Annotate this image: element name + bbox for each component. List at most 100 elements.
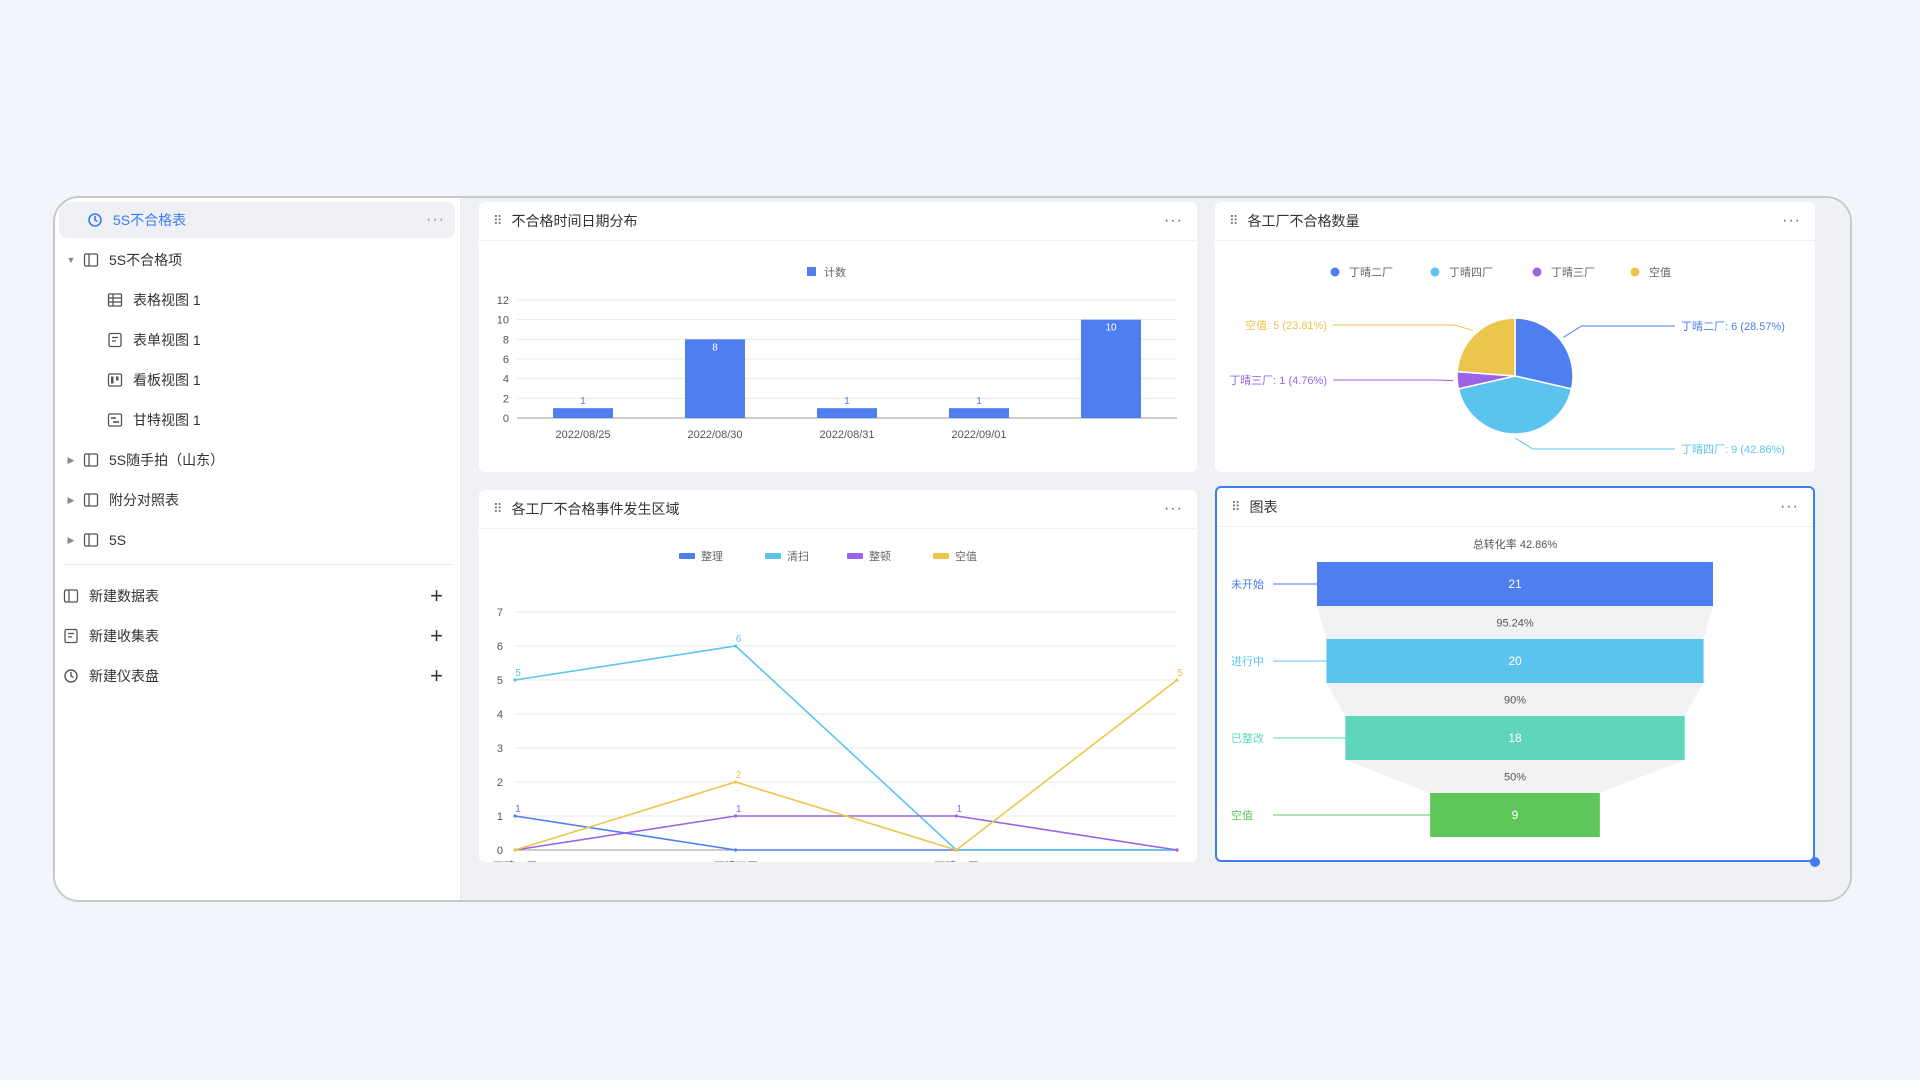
legend-label: 整理 (701, 549, 723, 563)
card-header: ⠿ 各工厂不合格数量 ··· (1215, 202, 1815, 241)
y-tick-label: 12 (497, 295, 509, 307)
sidebar-item-kanban-view[interactable]: 看板视图 1 (55, 362, 201, 398)
data-label: 1 (957, 804, 963, 815)
dashboard-icon (63, 668, 79, 684)
dashboard-canvas: ⠿ 不合格时间日期分布 ··· 计数 0 2 4 6 8 10 12 1 2022/08/25 8 2… (461, 198, 1850, 900)
data-label: 6 (736, 634, 742, 645)
pie-slice (1514, 317, 1574, 390)
more-icon[interactable]: ··· (1164, 500, 1183, 517)
data-label: 2 (736, 770, 742, 781)
series-point (734, 780, 738, 784)
grid-view-icon (107, 292, 123, 308)
form-icon (63, 628, 79, 644)
plus-icon[interactable]: + (430, 663, 443, 688)
sidebar-item-form-view[interactable]: 表单视图 1 (55, 322, 201, 358)
y-tick-label: 0 (503, 413, 509, 425)
data-label: 10 (1105, 323, 1117, 334)
legend-swatch (1430, 267, 1440, 277)
data-label: 5 (515, 668, 521, 679)
sidebar-item-label: 甘特视图 1 (133, 412, 201, 428)
new-table-label: 新建数据表 (89, 588, 159, 604)
bar-chart-card[interactable]: ⠿ 不合格时间日期分布 ··· 计数 0 2 4 6 8 10 12 1 2022/08/25 8 2… (479, 202, 1197, 472)
bar (949, 408, 1009, 418)
sidebar-item-table-4[interactable]: ▶ 5S (55, 522, 127, 558)
stage-label: 空值 (1231, 808, 1253, 822)
sidebar-item-label: 5S (109, 532, 127, 548)
new-dashboard-button[interactable]: 新建仪表盘 + (59, 658, 455, 694)
sidebar-item-label: 5S不合格表 (113, 212, 187, 228)
y-tick-label: 6 (497, 641, 503, 653)
funnel-connector (1317, 606, 1713, 639)
card-header: ⠿ 不合格时间日期分布 ··· (479, 202, 1197, 241)
series-line (514, 679, 1178, 851)
pie-chart-card[interactable]: ⠿ 各工厂不合格数量 ··· 丁晴二厂 丁晴四厂 丁晴三厂 空值 丁晴二厂: 6 (28… (1215, 202, 1815, 472)
legend-swatch (679, 553, 695, 559)
form-view-icon (107, 332, 123, 348)
legend-swatch (1532, 267, 1542, 277)
x-tick-label: 丁晴三厂 (934, 860, 978, 862)
bar (553, 408, 613, 418)
y-tick-label: 2 (503, 393, 509, 405)
chevron-right-icon[interactable]: ▶ (67, 534, 75, 545)
new-table-button[interactable]: 新建数据表 + (59, 578, 455, 614)
sidebar-item-table-3[interactable]: ▶ 附分对照表 (55, 482, 179, 518)
funnel-title: 总转化率 42.86% (1473, 537, 1558, 551)
y-tick-label: 2 (497, 777, 503, 789)
gantt-icon (107, 412, 123, 428)
card-title: 图表 (1249, 499, 1278, 515)
line-chart-card[interactable]: ⠿ 各工厂不合格事件发生区域 ··· 整理 清扫 整顿 空值 0 1 2 3 4 5 6 7 丁晴二厂 丁… (479, 490, 1197, 862)
sidebar-item-dashboard[interactable]: 5S不合格表 ··· (59, 202, 455, 238)
funnel-value: 9 (1512, 808, 1519, 822)
leader-line (1563, 325, 1675, 338)
series-point (734, 814, 738, 818)
conversion-label: 95.24% (1496, 618, 1534, 630)
x-tick-label: 2022/09/01 (951, 429, 1006, 441)
card-title: 各工厂不合格数量 (1247, 213, 1360, 229)
sidebar-item-table[interactable]: ▼ 5S不合格项 (55, 242, 183, 278)
funnel-bar (1430, 793, 1600, 837)
chevron-right-icon[interactable]: ▶ (67, 494, 75, 505)
slice-label: 空值: 5 (23.81%) (1245, 318, 1327, 332)
series-point (1175, 848, 1179, 852)
more-icon[interactable]: ··· (426, 211, 445, 228)
funnel-chart-card[interactable]: ⠿ 图表 ··· 总转化率 42.86% 95.24% 90% 50% 21 未开始 20 进… (1215, 486, 1815, 862)
series-line (514, 645, 1177, 851)
card-header: ⠿ 图表 ··· (1217, 488, 1813, 527)
slice-label: 丁晴二厂: 6 (28.57%) (1681, 320, 1785, 333)
bar (685, 339, 745, 418)
more-icon[interactable]: ··· (1780, 498, 1799, 515)
plus-icon[interactable]: + (430, 623, 443, 648)
new-form-button[interactable]: 新建收集表 + (59, 618, 455, 654)
sidebar-divider (63, 564, 452, 565)
sidebar-item-label: 表格视图 1 (133, 292, 201, 308)
drag-handle-icon[interactable]: ⠿ (493, 501, 502, 516)
plus-icon[interactable]: + (430, 583, 443, 608)
chevron-down-icon[interactable]: ▼ (66, 255, 76, 265)
x-tick-label: 丁晴四厂 (714, 860, 758, 862)
stage-label: 未开始 (1231, 577, 1264, 591)
series-point (513, 678, 517, 682)
drag-handle-icon[interactable]: ⠿ (1231, 499, 1240, 514)
dashboard-window: 5S不合格表 ··· ▼ 5S不合格项 表格视图 1 表单视图 1 (53, 196, 1852, 902)
funnel-value: 21 (1508, 577, 1522, 591)
legend-label: 空值 (955, 549, 977, 563)
drag-handle-icon[interactable]: ⠿ (1229, 213, 1238, 228)
legend-swatch (1630, 267, 1640, 277)
chevron-right-icon[interactable]: ▶ (67, 454, 75, 465)
more-icon[interactable]: ··· (1782, 212, 1801, 229)
sidebar: 5S不合格表 ··· ▼ 5S不合格项 表格视图 1 表单视图 1 (55, 198, 461, 900)
sidebar-item-grid-view[interactable]: 表格视图 1 (55, 282, 201, 318)
kanban-icon (107, 372, 123, 388)
sidebar-item-gantt-view[interactable]: 甘特视图 1 (55, 402, 201, 438)
stage-label: 已整改 (1231, 731, 1264, 745)
drag-handle-icon[interactable]: ⠿ (493, 213, 502, 228)
resize-handle[interactable] (1810, 857, 1820, 867)
sidebar-item-table-2[interactable]: ▶ 5S随手拍（山东） (55, 442, 225, 478)
leader-line (1333, 379, 1454, 382)
conversion-label: 50% (1504, 772, 1526, 784)
y-tick-label: 1 (497, 811, 503, 823)
series-point (954, 848, 958, 852)
more-icon[interactable]: ··· (1164, 212, 1183, 229)
leader-line (1333, 324, 1473, 332)
slice-label: 丁晴四厂: 9 (42.86%) (1681, 443, 1785, 456)
